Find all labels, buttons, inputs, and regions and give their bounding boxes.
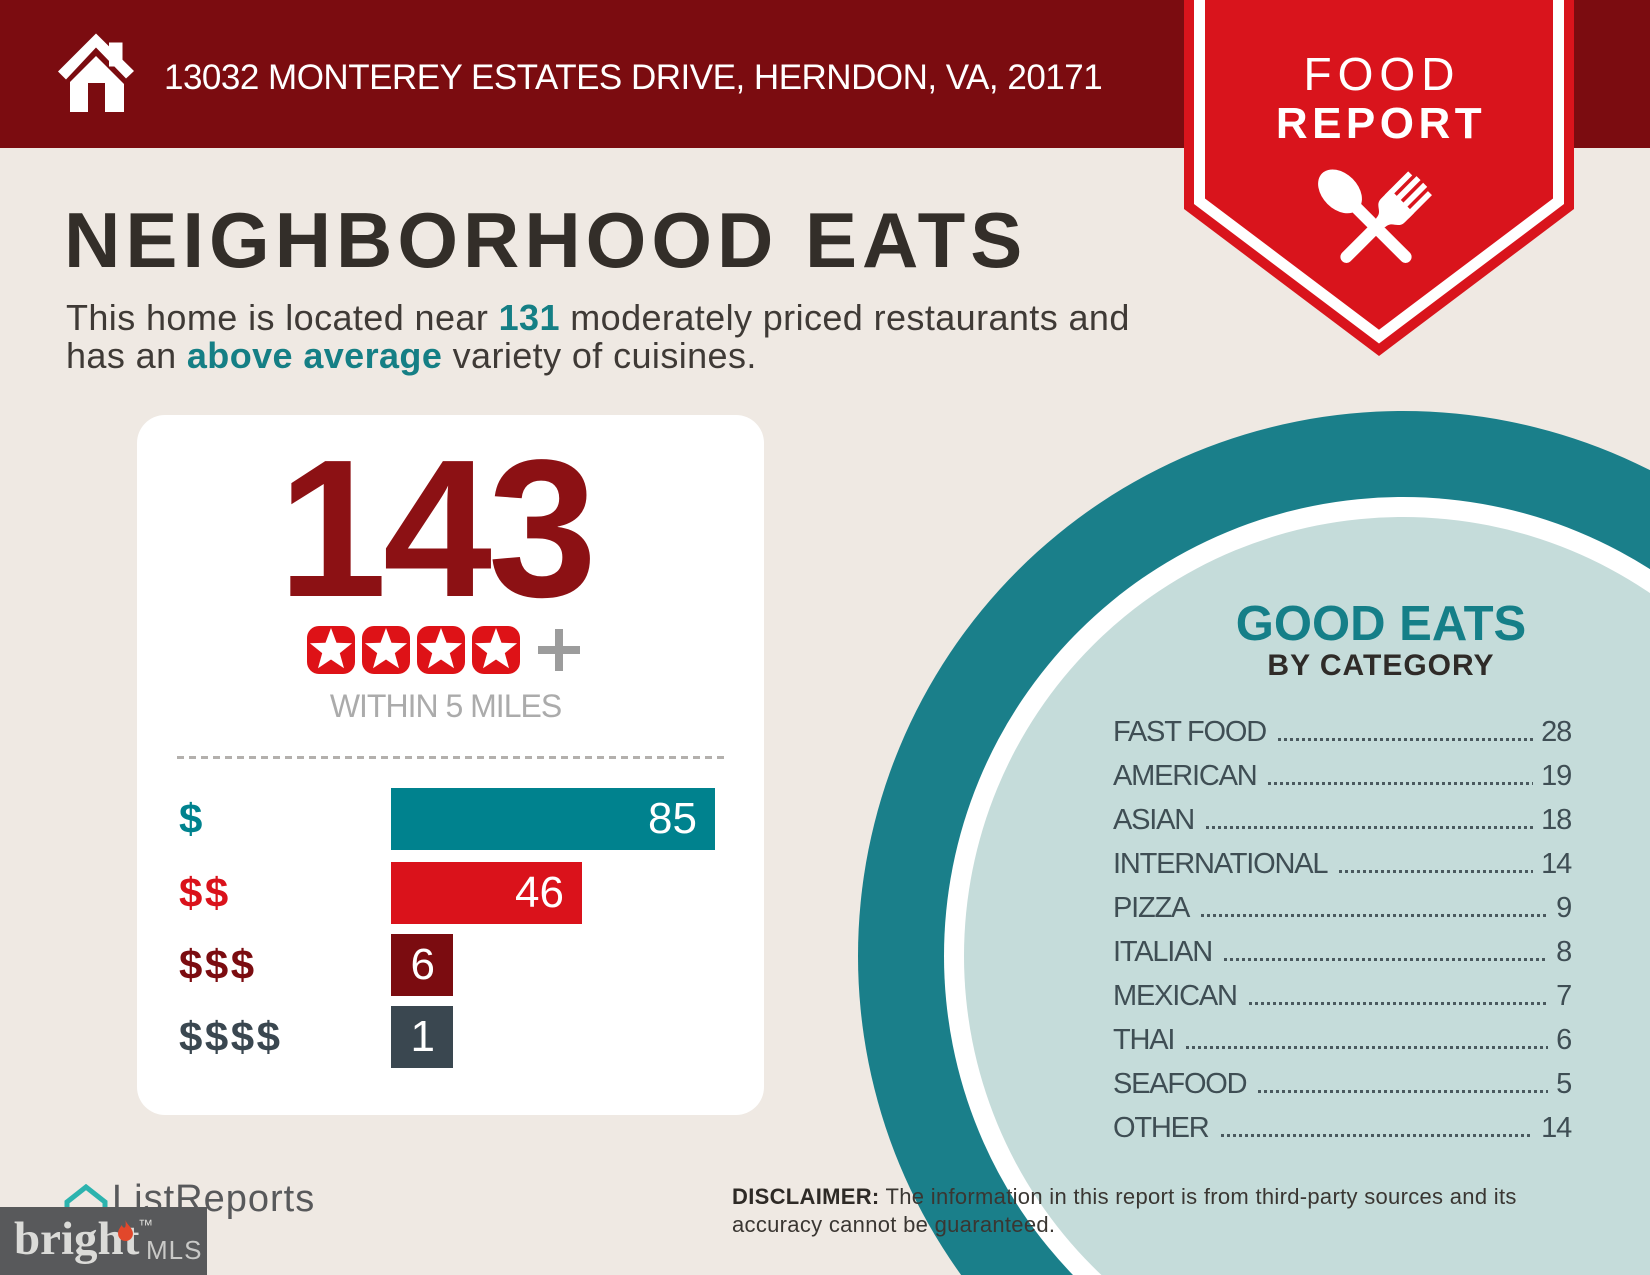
svg-text:FOOD: FOOD bbox=[1304, 48, 1461, 100]
svg-text:REPORT: REPORT bbox=[1276, 99, 1486, 148]
